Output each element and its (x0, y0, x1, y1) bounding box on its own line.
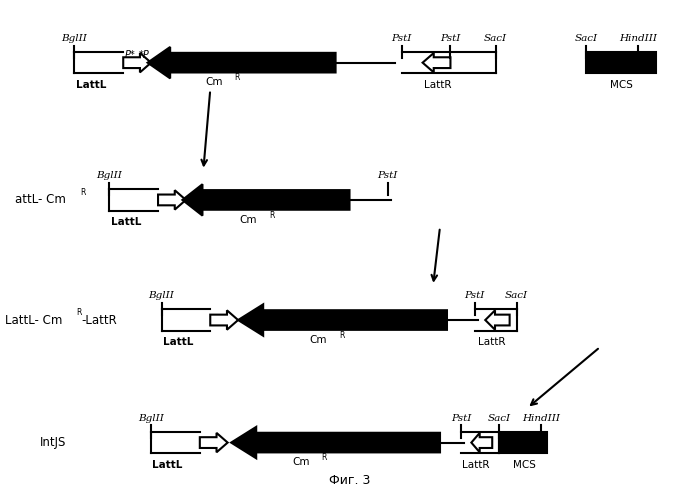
FancyArrow shape (423, 53, 450, 72)
Text: R: R (80, 188, 85, 197)
FancyArrow shape (471, 433, 492, 452)
FancyArrow shape (182, 184, 350, 215)
Text: Cm: Cm (205, 77, 222, 87)
Text: Cm: Cm (240, 214, 257, 225)
Text: MCS: MCS (513, 460, 535, 470)
FancyArrow shape (158, 190, 186, 210)
Text: LattR: LattR (479, 337, 506, 347)
FancyArrow shape (123, 53, 151, 72)
FancyArrow shape (200, 433, 228, 452)
Text: PstI: PstI (440, 34, 461, 43)
Text: HindIII: HindIII (619, 34, 658, 43)
Bar (586, 52, 656, 73)
Text: SacI: SacI (575, 34, 598, 43)
Text: BglII: BglII (62, 34, 87, 43)
Text: R: R (269, 211, 275, 220)
Text: HindIII: HindIII (522, 414, 560, 423)
FancyArrow shape (147, 47, 336, 78)
Text: LattL: LattL (76, 80, 106, 90)
Text: Cm: Cm (310, 335, 327, 345)
Text: SacI: SacI (488, 414, 511, 423)
Text: R: R (339, 331, 345, 340)
FancyArrow shape (485, 310, 510, 330)
Text: BglII: BglII (149, 291, 175, 300)
Text: BglII: BglII (96, 172, 122, 180)
Text: R: R (322, 454, 327, 462)
Text: BglII: BglII (138, 414, 164, 423)
FancyArrow shape (231, 427, 440, 458)
FancyArrow shape (210, 310, 238, 330)
Text: attL- Cm: attL- Cm (15, 193, 66, 207)
Text: IntJS: IntJS (40, 436, 66, 449)
Text: -LattR: -LattR (82, 314, 117, 326)
Text: LattR: LattR (424, 80, 452, 90)
Text: PstI: PstI (465, 291, 485, 300)
FancyArrow shape (238, 304, 447, 336)
Text: MCS: MCS (610, 80, 633, 90)
Text: Фиг. 3: Фиг. 3 (329, 474, 370, 487)
Text: SacI: SacI (505, 291, 528, 300)
Text: Cm: Cm (292, 458, 310, 467)
Text: PstI: PstI (451, 414, 471, 423)
Bar (499, 432, 547, 454)
Text: *P: *P (138, 50, 150, 60)
Text: LattL: LattL (152, 460, 183, 470)
Text: LattL- Cm: LattL- Cm (5, 314, 62, 326)
Text: SacI: SacI (484, 34, 507, 43)
Text: LattR: LattR (463, 460, 490, 470)
Text: P*: P* (125, 50, 136, 60)
Text: PstI: PstI (377, 172, 398, 180)
Text: PstI: PstI (391, 34, 412, 43)
Text: LattL: LattL (110, 217, 141, 227)
Text: R: R (76, 308, 81, 317)
Text: LattL: LattL (163, 337, 194, 347)
Text: R: R (235, 73, 240, 82)
